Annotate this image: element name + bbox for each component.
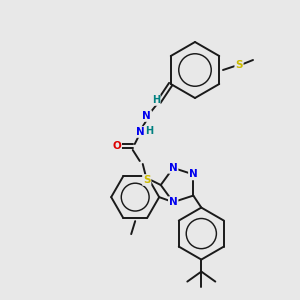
Text: H: H — [152, 95, 160, 105]
Text: N: N — [189, 169, 198, 179]
Text: N: N — [169, 197, 178, 207]
Text: N: N — [142, 111, 151, 121]
Text: N: N — [136, 127, 145, 137]
Text: O: O — [112, 141, 121, 151]
Text: N: N — [169, 163, 178, 173]
Text: S: S — [143, 175, 151, 185]
Text: H: H — [145, 126, 153, 136]
Text: S: S — [235, 60, 243, 70]
